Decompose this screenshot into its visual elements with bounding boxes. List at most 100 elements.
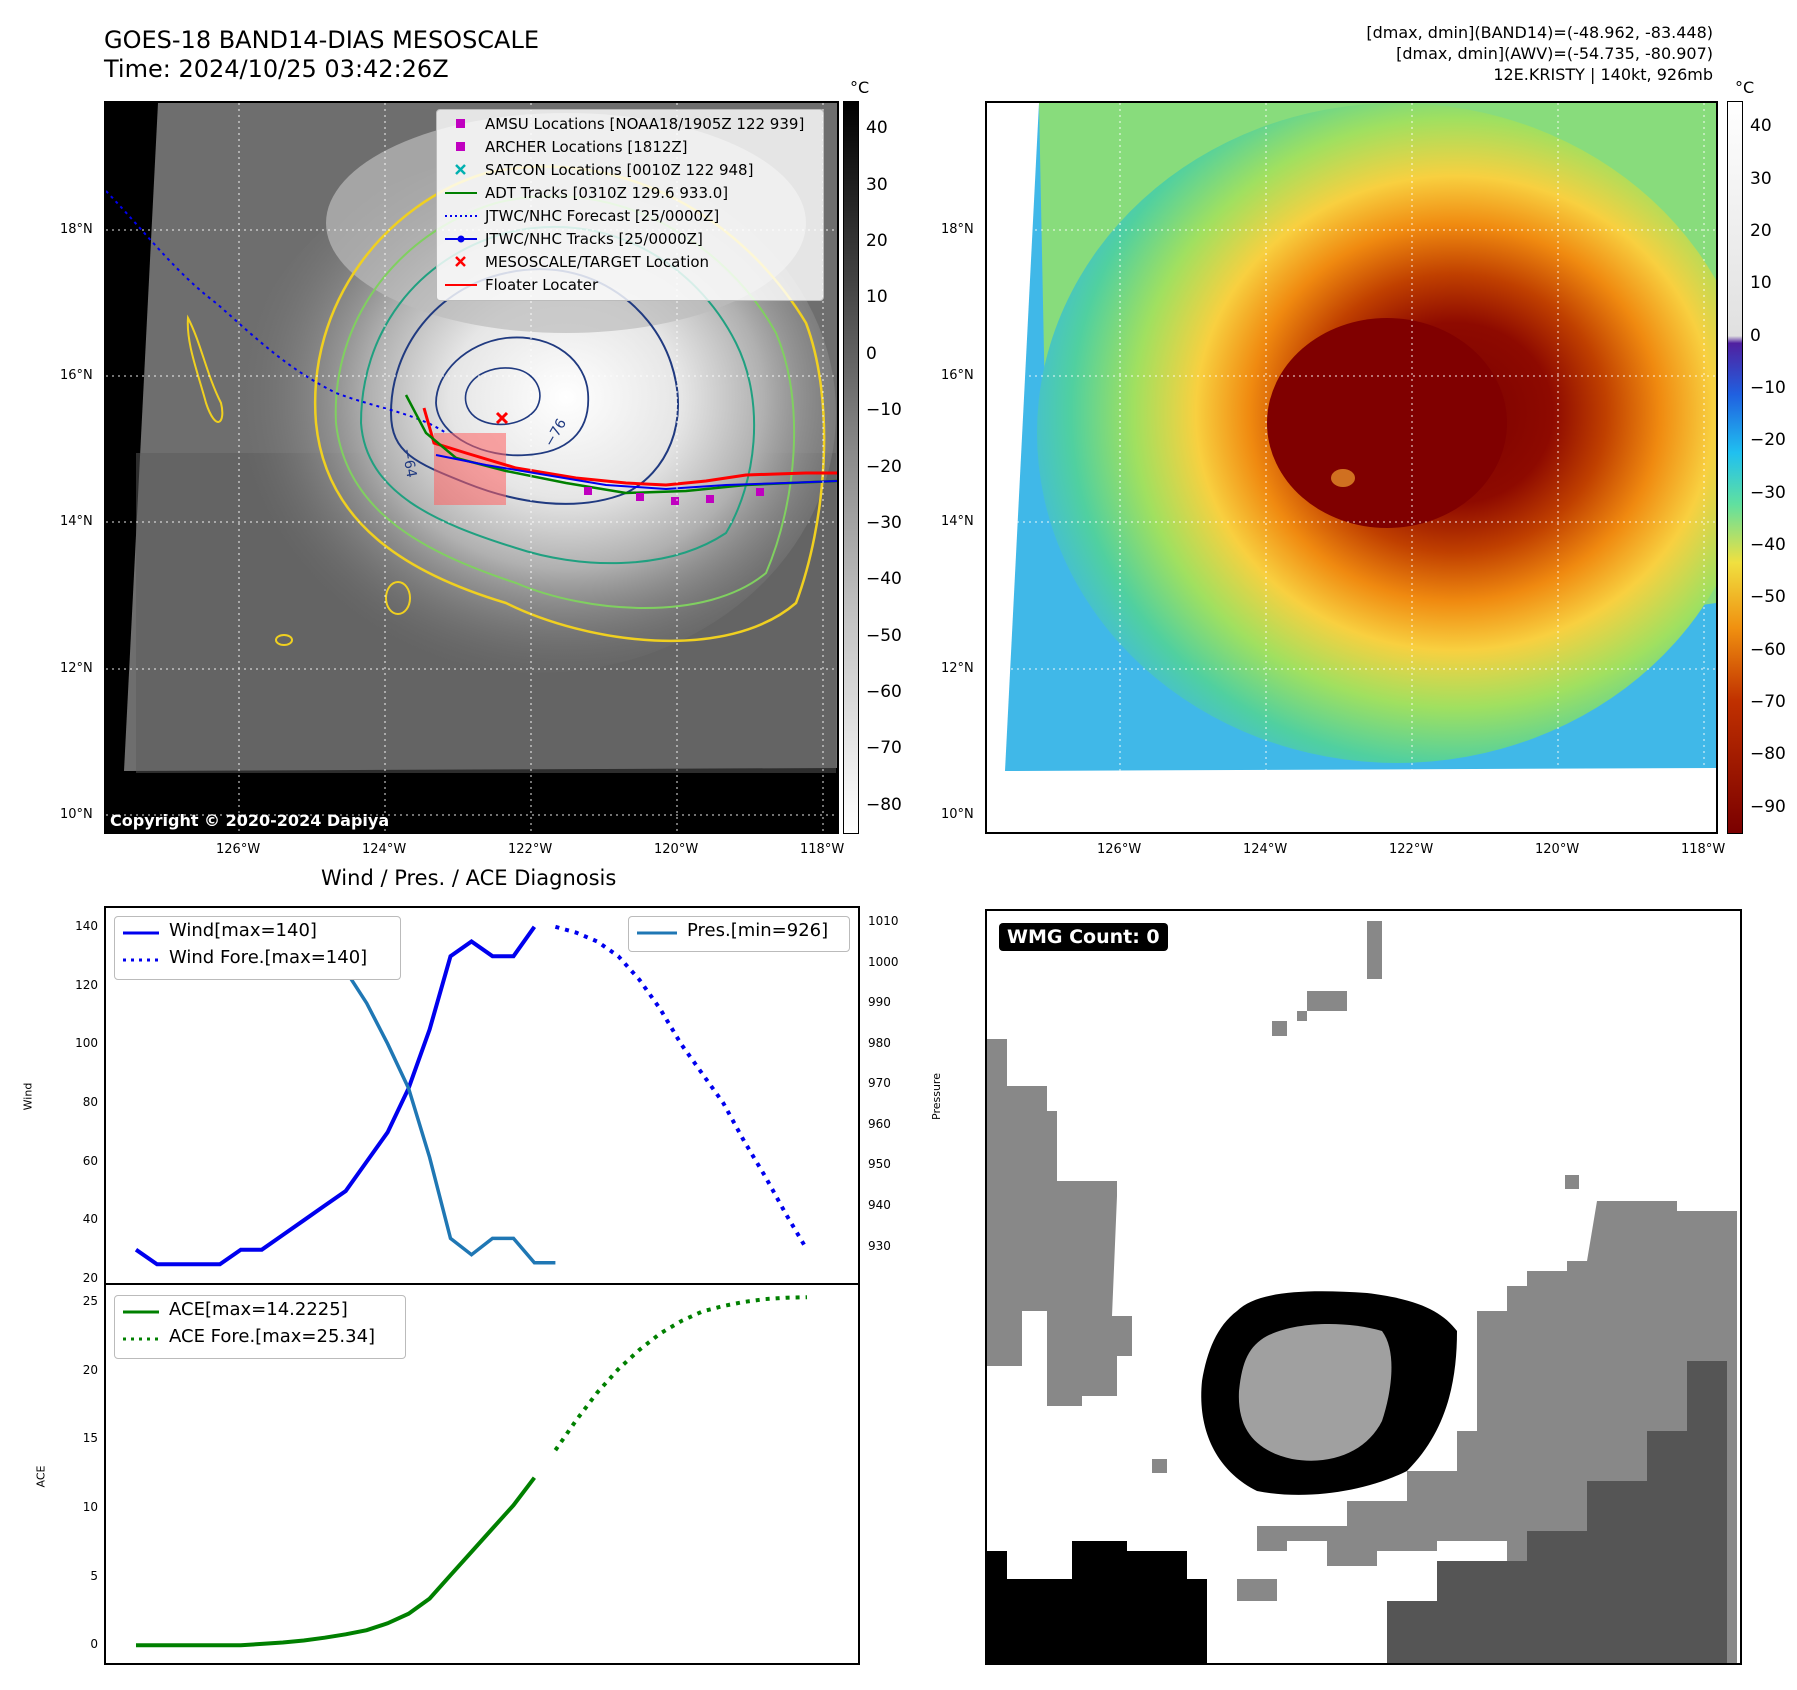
lat-label-10n: 10°N: [60, 807, 93, 822]
ace-axis-tick: 15: [82, 1431, 98, 1446]
awv-lon-label-120w: 120°W: [1535, 842, 1580, 857]
navy-contour-eye: [464, 367, 541, 426]
dotted-line-icon: [123, 958, 159, 962]
wind-axis-tick: 120: [75, 977, 98, 992]
gray-colorbar-tick: −60: [866, 682, 902, 703]
ace-axis-tick: 5: [90, 1568, 98, 1583]
wind-axis-tick: 100: [75, 1036, 98, 1051]
yellow-contour-islet-2: [385, 581, 411, 615]
gray-colorbar-tick: 30: [866, 174, 888, 195]
color-colorbar: [1727, 101, 1743, 834]
lat-label-12n: 12°N: [60, 661, 93, 676]
legend-ace-label: ACE[max=14.2225]: [169, 1299, 348, 1320]
jtwc-track: [435, 454, 837, 491]
floater-locater-track: [422, 407, 837, 487]
pressure-axis-tick: 960: [868, 1116, 891, 1131]
ace-axis-tick: 10: [82, 1499, 98, 1514]
awv-lon-label-126w: 126°W: [1097, 842, 1142, 857]
color-colorbar-tick: −70: [1750, 692, 1786, 713]
figure-title: GOES-18 BAND14-DIAS MESOSCALE Time: 2024/…: [104, 26, 539, 84]
legend-label-mesoscale: MESOSCALE/TARGET Location: [485, 253, 710, 271]
pressure-series-line: [136, 932, 556, 1265]
pressure-legend: Pres.[min=926]: [628, 916, 850, 952]
gray-colorbar-tick: −50: [866, 625, 902, 646]
wind-axis-tick: 40: [82, 1212, 98, 1227]
legend-label-archer: ARCHER Locations [1812Z]: [485, 138, 688, 156]
awv-lon-label-124w: 124°W: [1243, 842, 1288, 857]
awv-lat-lon-grid: [987, 103, 1716, 832]
pressure-axis-tick: 950: [868, 1157, 891, 1172]
jtwc-forecast-track: [106, 190, 447, 434]
wind-axis-tick: 60: [82, 1153, 98, 1168]
awv-lat-label-16n: 16°N: [941, 368, 974, 383]
wind-legend: Wind[max=140] Wind Fore.[max=140]: [114, 916, 401, 980]
line-marker-icon: [445, 192, 477, 194]
dotted-line-icon: [445, 215, 477, 217]
color-colorbar-tick: −40: [1750, 535, 1786, 556]
color-colorbar-tick: −80: [1750, 744, 1786, 765]
wmg-panel: WMG Count: 0: [985, 909, 1742, 1665]
legend-label-jtwc-forecast: JTWC/NHC Forecast [25/0000Z]: [485, 207, 720, 225]
color-colorbar-tick: −20: [1750, 430, 1786, 451]
pressure-axis-tick: 990: [868, 995, 891, 1010]
gray-colorbar-tick: −40: [866, 569, 902, 590]
band14-map-panel: −64 −76 AMSU Locations [NOAA18/1905Z 122…: [104, 101, 839, 834]
gray-colorbar-tick: −10: [866, 400, 902, 421]
legend-item-amsu: AMSU Locations [NOAA18/1905Z 122 939]: [437, 113, 823, 136]
gray-colorbar-tick: −30: [866, 512, 902, 533]
title-line-2: Time: 2024/10/25 03:42:26Z: [104, 55, 449, 83]
wind-pressure-panel: Wind[max=140] Wind Fore.[max=140] Pres.[…: [104, 906, 860, 1285]
color-colorbar-tick: 10: [1750, 273, 1772, 294]
legend-wind-label: Wind[max=140]: [169, 920, 317, 941]
legend-item-archer: ARCHER Locations [1812Z]: [437, 136, 823, 159]
legend-item-mesoscale: MESOSCALE/TARGET Location: [437, 251, 823, 274]
wind-series-line: [134, 925, 537, 1267]
info-line-3: 12E.KRISTY | 140kt, 926mb: [1493, 65, 1713, 84]
ace-svg: [136, 1295, 808, 1648]
pressure-axis-tick: 970: [868, 1076, 891, 1091]
info-line-2: [dmax, dmin](AWV)=(-54.735, -80.907): [1396, 44, 1713, 63]
solid-line-icon: [637, 931, 677, 935]
gray-colorbar: [843, 101, 859, 834]
yellow-contour-west: [186, 314, 224, 423]
wind-axis-tick: 80: [82, 1094, 98, 1109]
legend-label-floater: Floater Locater: [485, 276, 599, 294]
awv-map-svg: [987, 103, 1716, 832]
awv-eye: [1331, 469, 1355, 487]
awv-dry-core: [1267, 318, 1507, 528]
pressure-axis-tick: 940: [868, 1197, 891, 1212]
square-marker-icon: [456, 119, 465, 128]
legend-pres-label: Pres.[min=926]: [687, 920, 829, 941]
pressure-axis-tick: 1010: [868, 914, 899, 929]
title-line-1: GOES-18 BAND14-DIAS MESOSCALE: [104, 26, 540, 54]
pressure-axis-tick: 930: [868, 1238, 891, 1253]
wind-forecast-line: [554, 924, 809, 1251]
gray-colorbar-tick: 20: [866, 230, 888, 251]
ace-axis-label: ACE: [34, 1465, 48, 1488]
solid-line-icon: [123, 1310, 159, 1314]
x-marker-icon: [455, 256, 466, 267]
lon-label-126w: 126°W: [216, 842, 261, 857]
pressure-axis-tick: 980: [868, 1035, 891, 1050]
adt-track: [404, 394, 837, 495]
lon-label-122w: 122°W: [508, 842, 553, 857]
legend-item-adt: ADT Tracks [0310Z 129.6 933.0]: [437, 182, 823, 205]
dotted-line-icon: [123, 1337, 159, 1341]
color-colorbar-unit: °C: [1735, 78, 1755, 97]
legend-label-adt: ADT Tracks [0310Z 129.6 933.0]: [485, 184, 729, 202]
legend-label-jtwc-tracks: JTWC/NHC Tracks [25/0000Z]: [485, 230, 703, 248]
dot-line-icon: [445, 235, 477, 243]
gray-colorbar-tick: −70: [866, 738, 902, 759]
color-colorbar-tick: −30: [1750, 482, 1786, 503]
wmg-svg: [987, 921, 1737, 1663]
diagnosis-title: Wind / Pres. / ACE Diagnosis: [321, 866, 617, 890]
color-colorbar-tick: −10: [1750, 377, 1786, 398]
wind-axis-tick: 20: [82, 1271, 98, 1285]
ace-panel: ACE[max=14.2225] ACE Fore.[max=25.34]: [104, 1283, 860, 1665]
legend-label-amsu: AMSU Locations [NOAA18/1905Z 122 939]: [485, 115, 805, 133]
lat-label-14n: 14°N: [60, 514, 93, 529]
awv-lat-label-18n: 18°N: [941, 222, 974, 237]
legend-item-jtwc-forecast: JTWC/NHC Forecast [25/0000Z]: [437, 205, 823, 228]
ace-axis-tick: 20: [82, 1362, 98, 1377]
ace-series-line: [136, 1476, 536, 1648]
